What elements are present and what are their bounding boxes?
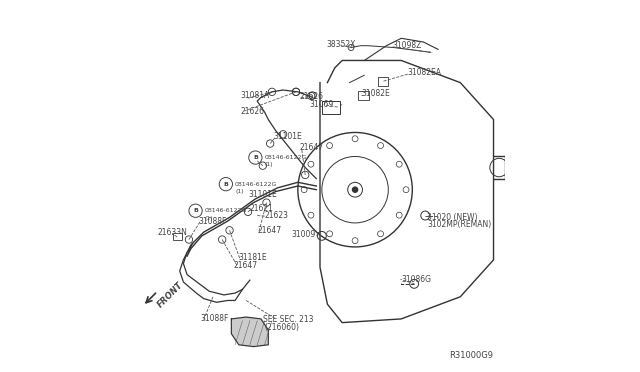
Text: (1): (1) (235, 189, 244, 194)
Circle shape (353, 187, 358, 192)
FancyBboxPatch shape (378, 77, 388, 86)
Text: B: B (193, 208, 198, 213)
Text: 21633N: 21633N (157, 228, 188, 237)
Text: 21647: 21647 (300, 143, 324, 152)
Text: 31082EA: 31082EA (407, 68, 441, 77)
Text: 21626: 21626 (300, 92, 324, 101)
FancyBboxPatch shape (322, 101, 340, 114)
Text: 08146-6122G: 08146-6122G (235, 182, 278, 187)
Text: (1): (1) (264, 163, 273, 167)
Text: 38352X: 38352X (326, 41, 356, 49)
Text: 08146-6122G: 08146-6122G (264, 155, 307, 160)
Polygon shape (232, 317, 268, 347)
Text: 31101E: 31101E (248, 190, 276, 199)
Text: 31181E: 31181E (238, 253, 267, 263)
Text: 31088F: 31088F (200, 314, 228, 323)
Text: 21621: 21621 (249, 203, 273, 213)
Text: 31081A: 31081A (241, 91, 270, 100)
Text: 21626: 21626 (241, 106, 264, 116)
Text: 3102MP(REMAN): 3102MP(REMAN) (427, 220, 492, 229)
Text: (1): (1) (205, 216, 213, 221)
Text: 31069: 31069 (310, 100, 334, 109)
Text: 31101E: 31101E (274, 132, 303, 141)
FancyBboxPatch shape (173, 233, 182, 240)
Text: 08146-6122G: 08146-6122G (205, 208, 247, 213)
Text: (216060): (216060) (264, 323, 299, 331)
Text: SEE SEC. 213: SEE SEC. 213 (263, 315, 313, 324)
Text: 31082E: 31082E (362, 89, 390, 98)
Text: 21623: 21623 (264, 211, 289, 220)
Text: 31009: 31009 (291, 230, 316, 239)
Text: 31086G: 31086G (401, 275, 431, 283)
Text: 21647: 21647 (257, 226, 282, 235)
Text: FRONT: FRONT (156, 280, 185, 310)
Text: B: B (223, 182, 228, 187)
Text: R31000G9: R31000G9 (449, 351, 493, 360)
Text: 31088F: 31088F (198, 217, 227, 225)
Text: 21647: 21647 (233, 261, 257, 270)
FancyBboxPatch shape (358, 92, 369, 100)
Text: B: B (253, 155, 258, 160)
Text: 31020 (NEW): 31020 (NEW) (427, 213, 477, 222)
Text: 31098Z: 31098Z (392, 41, 421, 50)
